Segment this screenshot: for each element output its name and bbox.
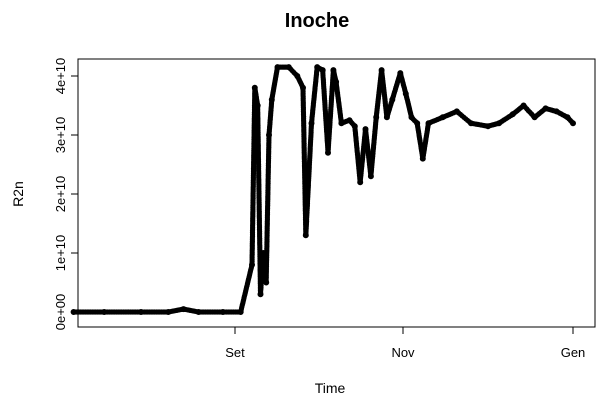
y-tick-label: 4e+10 [53, 58, 68, 95]
y-axis: 0e+00 1e+10 2e+10 3e+10 4e+10 [53, 58, 78, 331]
x-tick-label: Gen [561, 345, 586, 360]
y-tick-label: 1e+10 [53, 235, 68, 272]
x-tick-label: Nov [391, 345, 415, 360]
data-point [218, 309, 224, 315]
y-tick-label: 3e+10 [53, 117, 68, 154]
x-axis-label: Time [315, 380, 346, 396]
plot-box [77, 58, 596, 328]
y-tick-label: 0e+00 [53, 294, 68, 331]
data-point [569, 119, 575, 125]
data-points [70, 64, 577, 315]
x-tick-label: Set [225, 345, 245, 360]
y-tick-label: 2e+10 [53, 176, 68, 213]
x-axis: Set Nov Gen [225, 327, 585, 360]
chart-title: Inoche [285, 10, 349, 32]
y-axis-label: R2n [10, 181, 26, 207]
